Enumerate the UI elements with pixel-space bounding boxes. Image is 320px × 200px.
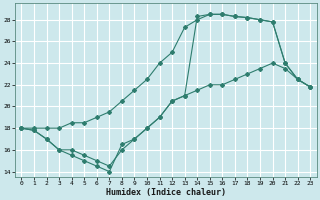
X-axis label: Humidex (Indice chaleur): Humidex (Indice chaleur) bbox=[106, 188, 226, 197]
